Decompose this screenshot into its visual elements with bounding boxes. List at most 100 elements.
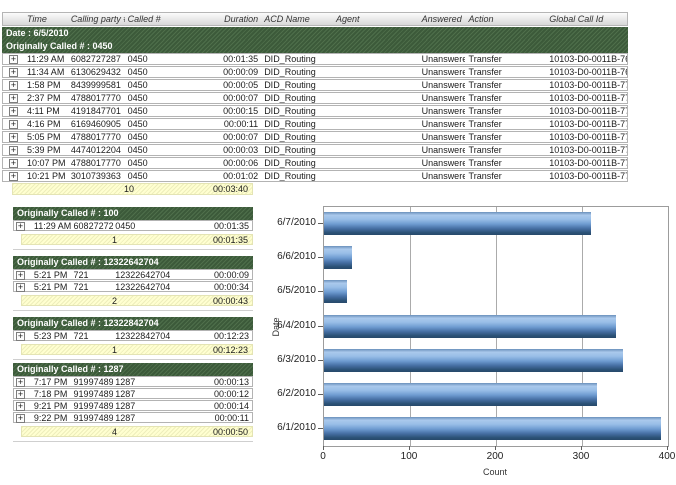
cell-called: 12322842704 (115, 330, 171, 341)
cell-duration: 00:00:05 (223, 80, 259, 90)
x-tick-label: 400 (658, 451, 676, 462)
cell-calling: 9199748952 (73, 376, 114, 387)
x-tick-label: 0 (320, 451, 326, 462)
col-header-calling-party[interactable]: Calling party # (70, 14, 125, 24)
cell-calling: 721 (73, 281, 89, 292)
expand-button[interactable]: + (16, 281, 25, 292)
expand-cell: + (3, 54, 21, 64)
bar-6-1-2010 (324, 417, 661, 440)
summary-total-duration: 00:01:35 (212, 234, 248, 245)
expand-button[interactable]: + (16, 330, 25, 341)
summary-total-duration: 00:00:43 (212, 295, 248, 306)
expand-button[interactable]: + (9, 80, 18, 90)
summary-call-count: 1 (112, 234, 118, 245)
table-row: +7:18 PM 91997489521287 00:00:12 (13, 388, 253, 399)
expand-button[interactable]: + (16, 388, 25, 399)
group-divider-line (13, 310, 253, 311)
cell-calling: 4788017770 (70, 93, 121, 103)
x-tick-mark (667, 446, 668, 450)
expand-button[interactable]: + (16, 269, 25, 280)
table-row: +5:21 PM 721 12322642704 00:00:09 (13, 269, 253, 280)
cell-calling: 6169460905 (70, 119, 121, 129)
cell-called: 1287 (115, 400, 136, 411)
col-header-time[interactable]: Time (26, 14, 47, 24)
expand-button[interactable]: + (16, 376, 25, 387)
group-summary-row: 1 00:12:23 (21, 344, 253, 355)
expand-cell: + (14, 282, 28, 292)
cell-time: 5:23 PM (33, 330, 68, 341)
cell-calling: 721 (73, 269, 89, 280)
cell-calling: 721 (73, 330, 89, 341)
cell-called: 12322642704 (115, 281, 171, 292)
originally-called-group-header: Originally Called # : 12322642704 (13, 256, 253, 269)
cell-called: 0450 (127, 171, 148, 181)
cell-called: 0450 (127, 93, 148, 103)
y-tick-mark (318, 394, 323, 395)
col-header-global-call-id[interactable]: Global Call Id (549, 14, 604, 24)
cell-called: 0450 (127, 80, 148, 90)
expand-button[interactable]: + (9, 145, 18, 155)
cell-action: Transfer (468, 54, 502, 64)
expand-button[interactable]: + (9, 132, 18, 142)
col-header-called[interactable]: Called # (127, 14, 161, 24)
table-row: +5:05 PM 4788017770 0450 00:00:07 DID_Routin… (2, 131, 628, 143)
cell-duration: 00:00:06 (223, 158, 259, 168)
expand-button[interactable]: + (9, 54, 18, 64)
cell-called: 0450 (115, 220, 136, 231)
table-row: +5:39 PM 4474012204 0450 00:00:03 DID_Routin… (2, 144, 628, 156)
cell-action: Transfer (468, 132, 502, 142)
expand-button[interactable]: + (9, 171, 18, 181)
sub-group-table: Originally Called # : 1287 +7:17 PM 919974… (13, 363, 253, 442)
cell-acd: DID_Routing (264, 93, 316, 103)
cell-called: 0450 (127, 106, 148, 116)
bar-6-7-2010 (324, 212, 591, 235)
cell-time: 11:34 AM (26, 67, 65, 77)
cell-global_id: 10103-D0-0011B-778 (549, 145, 627, 155)
cell-global_id: 10103-D0-0011B-76F (549, 67, 627, 77)
cell-answered: Unanswered (421, 132, 465, 142)
cell-calling: 4788017770 (70, 132, 121, 142)
cell-duration: 00:00:11 (214, 412, 249, 423)
expand-button[interactable]: + (16, 400, 25, 411)
col-header-action[interactable]: Action (468, 14, 494, 24)
expand-cell: + (3, 158, 21, 168)
col-header-duration[interactable]: Duration (224, 14, 259, 24)
cell-action: Transfer (468, 171, 502, 181)
main-group-rows: +11:29 AM 6082727287 0450 00:01:35 DID_Routi… (2, 53, 628, 182)
y-tick-mark (318, 326, 323, 327)
sub-group-table: Originally Called # : 100 +11:29 AM 608272… (13, 207, 253, 250)
col-header-acd-name[interactable]: ACD Name (264, 14, 310, 24)
cell-answered: Unanswered (421, 171, 465, 181)
originally-called-group-header: Originally Called # : 100 (13, 207, 253, 220)
cell-answered: Unanswered (421, 145, 465, 155)
cell-called: 1287 (115, 376, 136, 387)
plot-area (323, 206, 669, 447)
expand-button[interactable]: + (9, 67, 18, 77)
col-header-answered[interactable]: Answered (421, 14, 462, 24)
expand-button[interactable]: + (9, 106, 18, 116)
expand-button[interactable]: + (16, 220, 25, 231)
cell-called: 1287 (115, 412, 136, 423)
cell-answered: Unanswered (421, 80, 465, 90)
expand-cell: + (14, 413, 28, 423)
cell-time: 9:21 PM (33, 400, 68, 411)
cell-called: 0450 (127, 145, 148, 155)
expand-button[interactable]: + (9, 93, 18, 103)
cell-action: Transfer (468, 119, 502, 129)
expand-cell: + (3, 80, 21, 90)
expand-button[interactable]: + (9, 119, 18, 129)
y-tick-label: 6/5/2010 (277, 285, 316, 296)
group-divider-line (13, 359, 253, 360)
cell-answered: Unanswered (421, 119, 465, 129)
cell-duration: 00:00:13 (213, 376, 249, 387)
sub-group-table: Originally Called # : 12322842704 +5:23 P… (13, 317, 253, 360)
cell-time: 9:22 PM (33, 412, 68, 423)
col-header-agent[interactable]: Agent (335, 14, 360, 24)
expand-button[interactable]: + (16, 412, 25, 423)
cell-time: 11:29 AM (33, 220, 72, 231)
cell-time: 7:17 PM (33, 376, 68, 387)
cell-calling: 4788017770 (70, 158, 121, 168)
table-row: +2:37 PM 4788017770 0450 00:00:07 DID_Routin… (2, 92, 628, 104)
expand-button[interactable]: + (9, 158, 18, 168)
